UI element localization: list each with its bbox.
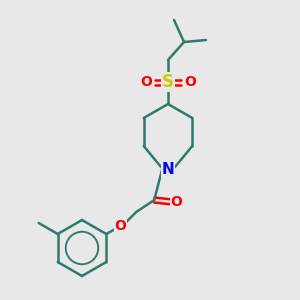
Text: O: O <box>184 75 196 89</box>
Text: S: S <box>162 73 174 91</box>
Text: O: O <box>140 75 152 89</box>
Text: O: O <box>170 195 182 209</box>
Text: N: N <box>162 163 174 178</box>
Text: O: O <box>114 219 126 233</box>
